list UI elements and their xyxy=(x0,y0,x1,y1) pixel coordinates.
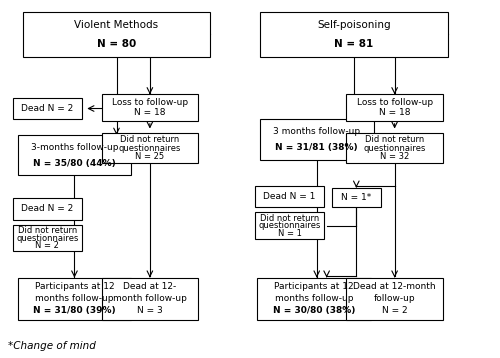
Text: N = 35/80 (44%): N = 35/80 (44%) xyxy=(33,159,116,168)
Text: N = 1: N = 1 xyxy=(278,229,301,238)
FancyBboxPatch shape xyxy=(22,11,210,57)
FancyBboxPatch shape xyxy=(102,133,198,163)
Text: months follow-up: months follow-up xyxy=(35,294,114,303)
FancyBboxPatch shape xyxy=(258,278,371,320)
Text: follow-up: follow-up xyxy=(374,294,416,303)
FancyBboxPatch shape xyxy=(12,225,82,251)
Text: month follow-up: month follow-up xyxy=(113,294,187,303)
Text: N = 18: N = 18 xyxy=(379,108,410,117)
Text: Loss to follow-up: Loss to follow-up xyxy=(112,98,188,107)
Text: Participants at 12: Participants at 12 xyxy=(34,282,114,291)
Text: N = 25: N = 25 xyxy=(136,152,164,161)
FancyBboxPatch shape xyxy=(18,278,132,320)
FancyBboxPatch shape xyxy=(12,98,82,119)
FancyBboxPatch shape xyxy=(260,119,374,160)
Text: Violent Methods: Violent Methods xyxy=(74,20,158,30)
Text: N = 3: N = 3 xyxy=(137,306,163,315)
Text: N = 2: N = 2 xyxy=(36,241,59,250)
Text: Loss to follow-up: Loss to follow-up xyxy=(356,98,432,107)
Text: Did not return: Did not return xyxy=(365,135,424,144)
Text: Did not return: Did not return xyxy=(120,135,180,144)
FancyBboxPatch shape xyxy=(255,213,324,239)
FancyBboxPatch shape xyxy=(346,95,443,121)
FancyBboxPatch shape xyxy=(12,198,82,219)
FancyBboxPatch shape xyxy=(255,186,324,207)
Text: Participants at 12: Participants at 12 xyxy=(274,282,354,291)
FancyBboxPatch shape xyxy=(346,278,443,320)
Text: N = 81: N = 81 xyxy=(334,39,374,49)
Text: N = 18: N = 18 xyxy=(134,108,166,117)
Text: Dead N = 1: Dead N = 1 xyxy=(264,192,316,201)
Text: *Change of mind: *Change of mind xyxy=(8,342,96,352)
FancyBboxPatch shape xyxy=(260,11,448,57)
Text: 3 months follow-up: 3 months follow-up xyxy=(273,127,360,136)
Text: N = 1*: N = 1* xyxy=(341,193,372,202)
FancyBboxPatch shape xyxy=(102,95,198,121)
Text: Dead N = 2: Dead N = 2 xyxy=(21,104,74,113)
Text: N = 2: N = 2 xyxy=(382,306,407,315)
Text: N = 80: N = 80 xyxy=(97,39,136,49)
FancyBboxPatch shape xyxy=(346,133,443,163)
Text: Did not return: Did not return xyxy=(18,226,77,235)
Text: Self-poisoning: Self-poisoning xyxy=(317,20,390,30)
Text: N = 32: N = 32 xyxy=(380,152,409,161)
FancyBboxPatch shape xyxy=(332,188,381,207)
FancyBboxPatch shape xyxy=(102,278,198,320)
Text: N = 31/80 (39%): N = 31/80 (39%) xyxy=(33,306,116,315)
Text: N = 30/80 (38%): N = 30/80 (38%) xyxy=(273,306,355,315)
Text: Did not return: Did not return xyxy=(260,214,319,223)
Text: questionnaires: questionnaires xyxy=(364,144,426,153)
Text: questionnaires: questionnaires xyxy=(118,144,181,153)
Text: questionnaires: questionnaires xyxy=(16,233,78,242)
Text: questionnaires: questionnaires xyxy=(258,221,320,230)
Text: months follow-up: months follow-up xyxy=(275,294,353,303)
Text: Dead at 12-month: Dead at 12-month xyxy=(354,282,436,291)
FancyBboxPatch shape xyxy=(18,135,132,175)
Text: Dead N = 2: Dead N = 2 xyxy=(21,204,74,213)
Text: 3-months follow-up: 3-months follow-up xyxy=(30,142,118,151)
Text: N = 31/81 (38%): N = 31/81 (38%) xyxy=(276,143,358,152)
Text: Dead at 12-: Dead at 12- xyxy=(123,282,176,291)
